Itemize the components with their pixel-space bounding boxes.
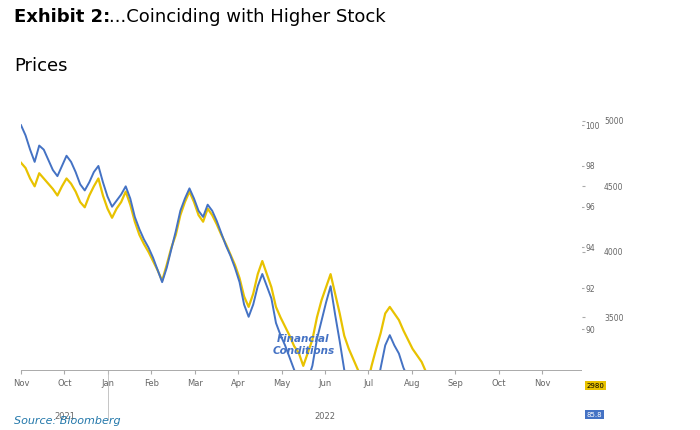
Text: Financial
Conditions: Financial Conditions: [272, 334, 335, 356]
Text: 2022: 2022: [314, 412, 335, 421]
Text: Exhibit 2:: Exhibit 2:: [14, 8, 110, 26]
Text: 85.8: 85.8: [587, 412, 602, 418]
Text: 2980: 2980: [587, 383, 604, 389]
Text: Source: Bloomberg: Source: Bloomberg: [14, 416, 120, 426]
Text: 2021: 2021: [54, 412, 75, 421]
Text: Prices: Prices: [14, 58, 67, 75]
Text: ...Coinciding with Higher Stock: ...Coinciding with Higher Stock: [108, 8, 385, 26]
